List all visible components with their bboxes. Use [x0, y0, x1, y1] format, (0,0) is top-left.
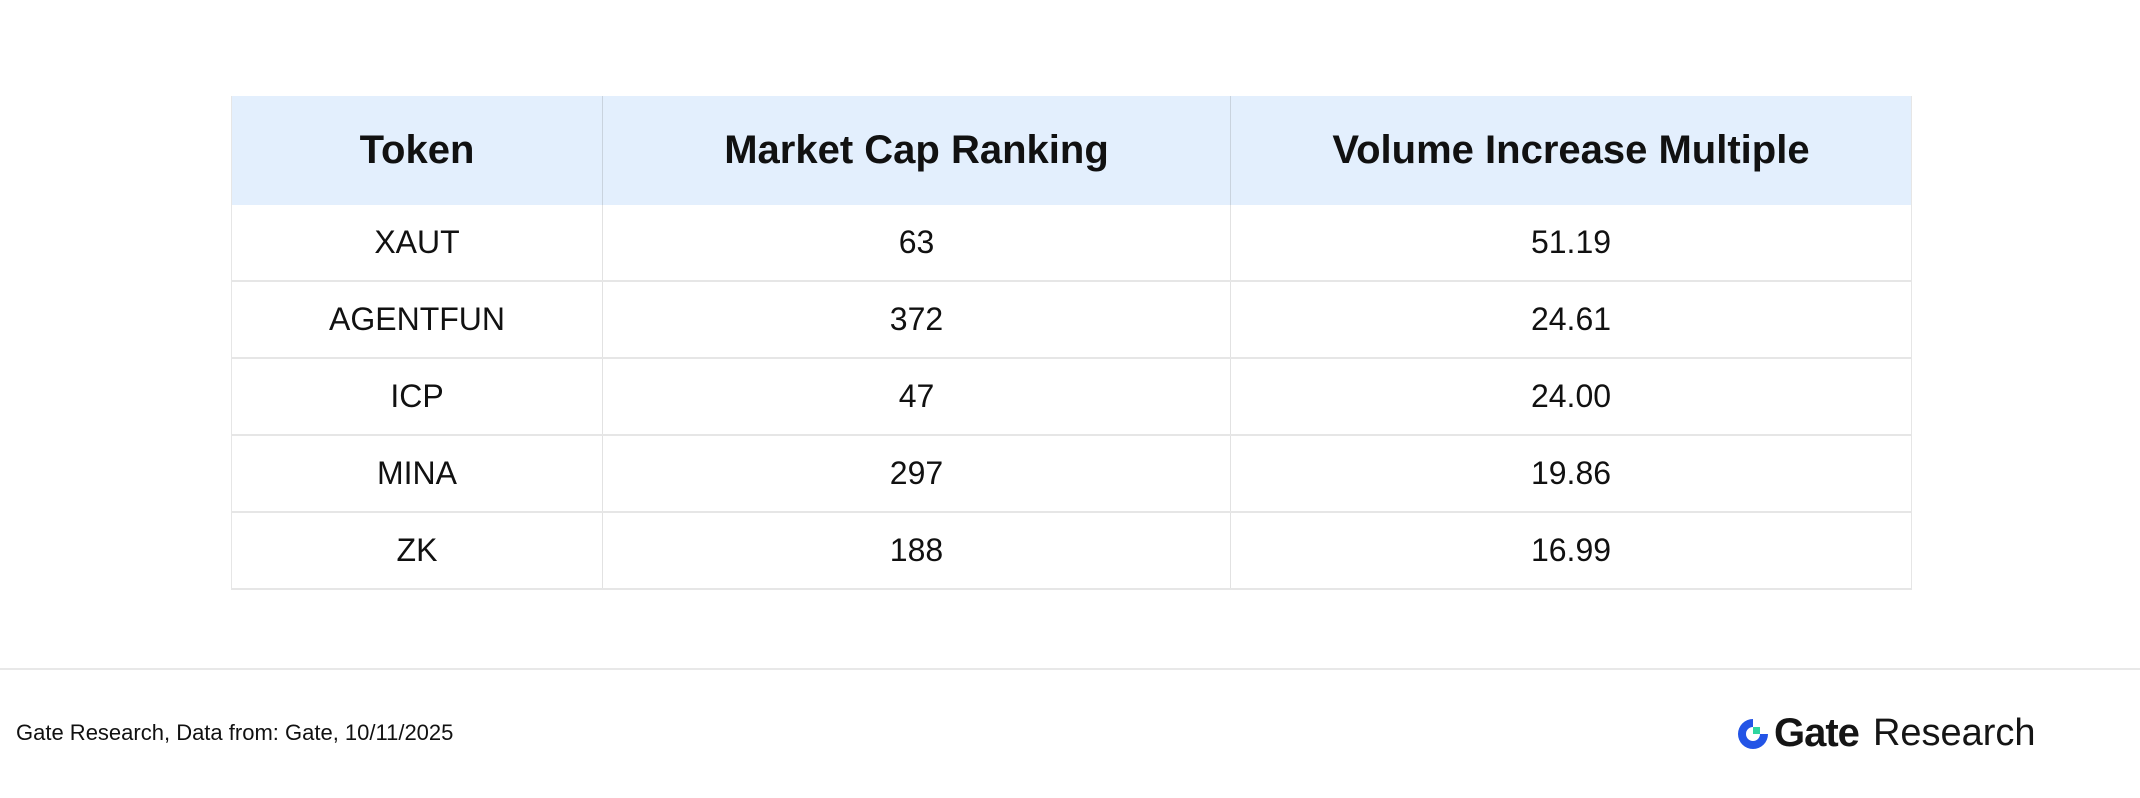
cell-multiple: 24.00 — [1230, 358, 1912, 436]
cell-token: MINA — [231, 435, 603, 513]
cell-token: XAUT — [231, 205, 603, 282]
table-row: ZK 188 16.99 — [231, 512, 1912, 590]
header-market-cap-ranking: Market Cap Ranking — [602, 96, 1231, 205]
cell-token: AGENTFUN — [231, 281, 603, 359]
cell-rank: 47 — [602, 358, 1231, 436]
gate-logo-icon — [1738, 718, 1768, 749]
table-row: ICP 47 24.00 — [231, 358, 1912, 436]
table-header-row: Token Market Cap Ranking Volume Increase… — [231, 96, 1912, 205]
cell-rank: 372 — [602, 281, 1231, 359]
cell-token: ICP — [231, 358, 603, 436]
cell-rank: 297 — [602, 435, 1231, 513]
token-volume-table: Token Market Cap Ranking Volume Increase… — [231, 96, 1912, 590]
header-token: Token — [231, 96, 603, 205]
cell-rank: 63 — [602, 205, 1231, 282]
logo-word: Gate — [1774, 711, 1860, 755]
cell-multiple: 24.61 — [1230, 281, 1912, 359]
cell-token: ZK — [231, 512, 603, 590]
cell-rank: 188 — [602, 512, 1231, 590]
footer-divider — [0, 668, 2140, 670]
cell-multiple: 16.99 — [1230, 512, 1912, 590]
table-row: XAUT 63 51.19 — [231, 205, 1912, 282]
cell-multiple: 51.19 — [1230, 205, 1912, 282]
header-volume-increase-multiple: Volume Increase Multiple — [1230, 96, 1912, 205]
logo-sub: Research — [1872, 712, 2036, 754]
table-row: AGENTFUN 372 24.61 — [231, 281, 1912, 359]
gate-research-logo: Gate Research — [1736, 711, 2036, 756]
table-row: MINA 297 19.86 — [231, 435, 1912, 513]
cell-multiple: 19.86 — [1230, 435, 1912, 513]
source-note: Gate Research, Data from: Gate, 10/11/20… — [16, 720, 454, 745]
